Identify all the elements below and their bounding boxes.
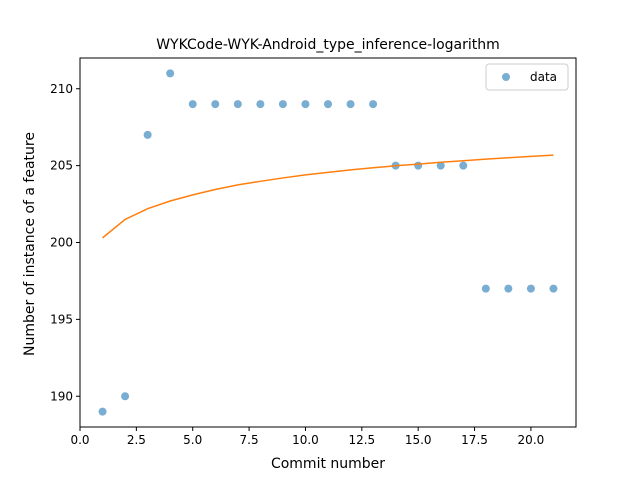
data-point [436, 161, 445, 170]
data-point [301, 100, 310, 109]
y-tick-label: 210 [50, 82, 73, 96]
data-point [233, 100, 242, 109]
x-tick-label: 20.0 [518, 433, 545, 447]
data-point [211, 100, 220, 109]
x-tick-label: 5.0 [183, 433, 202, 447]
data-point [188, 100, 197, 109]
y-tick-label: 205 [50, 159, 73, 173]
x-tick-label: 15.0 [405, 433, 432, 447]
x-axis: 0.0 2.5 5.0 7.5 10.0 12.5 15.0 17.5 20.0 [70, 427, 544, 447]
chart-title: WYKCode-WYK-Android_type_inference-logar… [156, 37, 500, 53]
data-point [481, 284, 490, 293]
legend-box [485, 63, 569, 91]
data-point [504, 284, 513, 293]
x-axis-label: Commit number [271, 456, 385, 472]
legend-label: data [530, 70, 557, 84]
data-point [549, 284, 558, 293]
data-point [98, 407, 107, 416]
series-line-fit [102, 154, 554, 239]
y-tick-label: 200 [50, 236, 73, 250]
data-point [256, 100, 265, 109]
data-point [143, 130, 152, 139]
legend-marker [502, 73, 510, 81]
data-point [346, 100, 355, 109]
x-tick-label: 17.5 [461, 433, 488, 447]
y-axis-label: Number of instance of a feature [22, 132, 38, 356]
data-point [278, 100, 287, 109]
x-tick-label: 0.0 [70, 433, 89, 447]
x-tick-label: 12.5 [348, 433, 375, 447]
data-point [369, 100, 378, 109]
legend: data [485, 63, 569, 91]
y-axis: 190 195 200 205 210 [50, 82, 80, 403]
x-tick-label: 10.0 [292, 433, 319, 447]
x-tick-label: 7.5 [240, 433, 259, 447]
y-tick-label: 190 [50, 389, 73, 403]
y-tick-label: 195 [50, 312, 73, 326]
data-point [414, 161, 423, 170]
data-point [324, 100, 332, 109]
data-point [166, 69, 175, 78]
x-tick-label: 2.5 [127, 433, 146, 447]
data-point [121, 392, 130, 401]
data-point [459, 161, 468, 170]
data-point [526, 284, 535, 293]
